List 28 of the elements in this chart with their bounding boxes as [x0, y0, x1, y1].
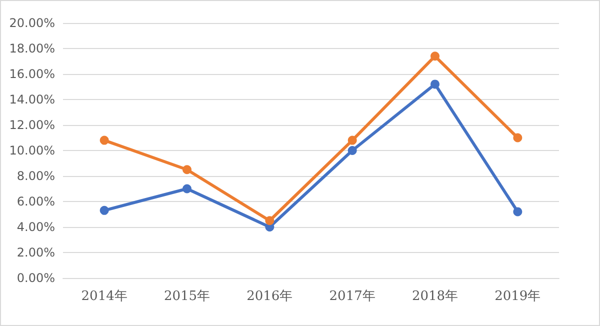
y-tick-label: 16.00% [9, 67, 55, 81]
point [182, 165, 192, 174]
x-tick-label: 2015年 [164, 289, 210, 304]
x-tick-label: 2018年 [412, 289, 458, 304]
y-tick-label: 6.00% [16, 194, 55, 208]
y-tick-label: 14.00% [9, 92, 55, 106]
x-tick-label: 2019年 [494, 289, 541, 304]
point [430, 80, 440, 89]
point [348, 136, 357, 145]
x-tick-label: 2014年 [81, 289, 128, 304]
point [513, 207, 522, 216]
point [100, 206, 109, 215]
y-tick-label: 8.00% [16, 169, 55, 183]
point [182, 184, 192, 194]
y-tick-label: 0.00% [16, 271, 55, 285]
point [348, 146, 357, 155]
y-tick-label: 2.00% [16, 246, 55, 260]
y-tick-label: 10.00% [9, 144, 55, 158]
y-tick-label: 20.00% [9, 16, 55, 30]
x-tick-label: 2016年 [246, 289, 293, 304]
y-tick-label: 12.00% [9, 118, 55, 132]
x-tick-label: 2017年 [329, 289, 376, 304]
y-tick-label: 4.00% [16, 220, 55, 234]
point [430, 52, 440, 61]
y-tick-label: 18.00% [9, 42, 55, 56]
point [100, 136, 109, 145]
point [265, 216, 274, 226]
point [513, 133, 522, 142]
